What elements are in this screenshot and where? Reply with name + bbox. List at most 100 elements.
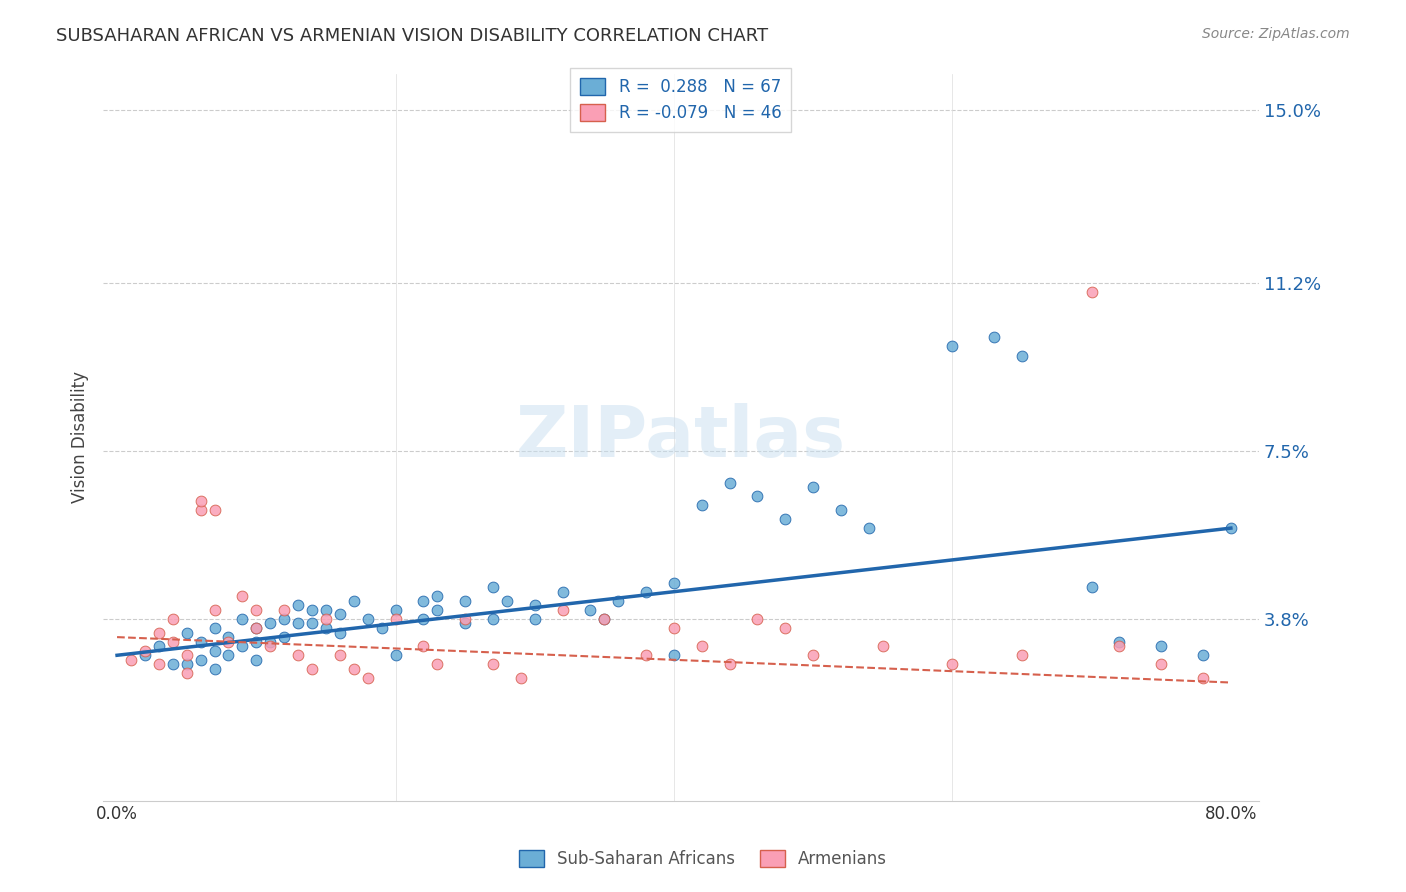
Point — [412, 594, 434, 608]
Point — [412, 612, 434, 626]
Point — [329, 648, 352, 663]
Point — [162, 657, 184, 672]
Point — [176, 657, 198, 672]
Point — [872, 639, 894, 653]
Point — [579, 603, 602, 617]
Point — [801, 480, 824, 494]
Point — [245, 653, 267, 667]
Point — [482, 657, 505, 672]
Point — [148, 639, 170, 653]
Point — [259, 616, 281, 631]
Point — [329, 607, 352, 622]
Point — [190, 653, 212, 667]
Point — [1080, 580, 1102, 594]
Point — [190, 634, 212, 648]
Point — [245, 621, 267, 635]
Point — [1080, 285, 1102, 299]
Point — [1108, 634, 1130, 648]
Point — [217, 630, 239, 644]
Point — [523, 612, 546, 626]
Point — [148, 625, 170, 640]
Point — [426, 589, 449, 603]
Point — [273, 630, 295, 644]
Point — [384, 612, 406, 626]
Legend: R =  0.288   N = 67, R = -0.079   N = 46: R = 0.288 N = 67, R = -0.079 N = 46 — [571, 68, 792, 132]
Point — [176, 666, 198, 681]
Point — [287, 648, 309, 663]
Point — [690, 639, 713, 653]
Point — [718, 657, 741, 672]
Point — [204, 644, 226, 658]
Point — [551, 584, 574, 599]
Point — [148, 657, 170, 672]
Point — [718, 475, 741, 490]
Point — [775, 512, 797, 526]
Point — [245, 634, 267, 648]
Point — [662, 621, 685, 635]
Point — [301, 662, 323, 676]
Point — [231, 589, 253, 603]
Point — [690, 499, 713, 513]
Point — [315, 612, 337, 626]
Point — [204, 621, 226, 635]
Point — [273, 603, 295, 617]
Point — [134, 644, 156, 658]
Point — [941, 339, 963, 353]
Point — [190, 493, 212, 508]
Point — [217, 634, 239, 648]
Point — [329, 625, 352, 640]
Point — [426, 603, 449, 617]
Point — [231, 612, 253, 626]
Point — [259, 634, 281, 648]
Point — [287, 599, 309, 613]
Point — [287, 616, 309, 631]
Text: SUBSAHARAN AFRICAN VS ARMENIAN VISION DISABILITY CORRELATION CHART: SUBSAHARAN AFRICAN VS ARMENIAN VISION DI… — [56, 27, 768, 45]
Point — [204, 603, 226, 617]
Point — [593, 612, 616, 626]
Point — [1011, 349, 1033, 363]
Legend: Sub-Saharan Africans, Armenians: Sub-Saharan Africans, Armenians — [512, 843, 894, 875]
Point — [1192, 671, 1215, 685]
Point — [245, 621, 267, 635]
Point — [315, 603, 337, 617]
Point — [426, 657, 449, 672]
Point — [941, 657, 963, 672]
Point — [204, 503, 226, 517]
Point — [273, 612, 295, 626]
Point — [259, 639, 281, 653]
Point — [245, 603, 267, 617]
Point — [301, 603, 323, 617]
Point — [162, 612, 184, 626]
Point — [747, 612, 769, 626]
Point — [301, 616, 323, 631]
Point — [1192, 648, 1215, 663]
Point — [370, 621, 392, 635]
Point — [176, 648, 198, 663]
Point — [1108, 639, 1130, 653]
Point — [830, 503, 852, 517]
Point — [343, 662, 366, 676]
Point — [162, 634, 184, 648]
Point — [482, 580, 505, 594]
Point — [593, 612, 616, 626]
Point — [858, 521, 880, 535]
Point — [607, 594, 630, 608]
Point — [176, 625, 198, 640]
Point — [523, 599, 546, 613]
Point — [343, 594, 366, 608]
Point — [1219, 521, 1241, 535]
Point — [454, 612, 477, 626]
Point — [801, 648, 824, 663]
Point — [662, 575, 685, 590]
Point — [636, 584, 658, 599]
Point — [509, 671, 531, 685]
Y-axis label: Vision Disability: Vision Disability — [72, 371, 89, 503]
Text: ZIPatlas: ZIPatlas — [516, 403, 846, 472]
Point — [384, 603, 406, 617]
Point — [134, 648, 156, 663]
Point — [496, 594, 519, 608]
Point — [1150, 639, 1173, 653]
Point — [983, 330, 1005, 344]
Point — [120, 653, 142, 667]
Point — [356, 671, 378, 685]
